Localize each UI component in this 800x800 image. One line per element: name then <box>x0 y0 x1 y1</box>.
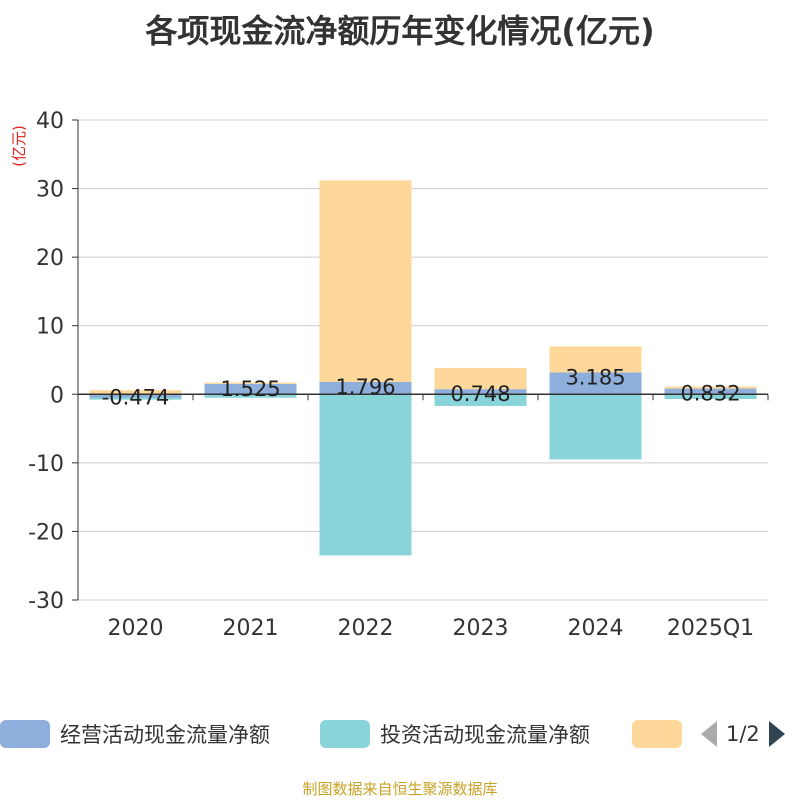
y-tick-label-5: -10 <box>28 452 64 477</box>
bar-s0-2024 <box>549 372 642 395</box>
bar-chart: 40 30 20 10 0 -10 -20 -30 (亿元) 2020 2021 2022 2023 20… <box>10 109 769 641</box>
axes: 40 30 20 10 0 -10 -20 -30 (亿元) 2020 2021 2022 2023 20… <box>10 109 769 641</box>
bar-s1-2023 <box>434 394 527 406</box>
y-tick-label-6: -20 <box>28 520 64 545</box>
legend-item-investing[interactable]: 投资活动现金流量净额 <box>320 716 590 752</box>
triangle-right-icon[interactable] <box>768 721 786 747</box>
y-tick-label-2: 20 <box>36 246 64 271</box>
x-tick-label-2021: 2021 <box>223 616 279 641</box>
legend-swatch-third <box>632 720 682 748</box>
data-labels: -0.474 1.525 1.796 0.748 3.185 0.832 <box>102 365 741 409</box>
bar-s1-2022 <box>319 394 412 556</box>
legend-page-indicator: 1/2 <box>726 722 760 746</box>
x-tick-label-2022: 2022 <box>338 616 394 641</box>
chart-title: 各项现金流净额历年变化情况(亿元) <box>145 12 655 50</box>
bar-s1-2020 <box>89 397 182 400</box>
data-label-2025Q1: 0.832 <box>680 382 740 406</box>
bar-s1-2025Q1 <box>664 394 757 400</box>
bar-s1-2021 <box>204 394 297 398</box>
data-label-2024: 3.185 <box>565 365 625 389</box>
bar-s1-2024 <box>549 394 642 460</box>
legend-item-operating[interactable]: 经营活动现金流量净额 <box>0 716 270 752</box>
bar-s0-2023 <box>434 389 527 395</box>
bar-s2-2021 <box>204 382 297 384</box>
y-tick-label-4: 0 <box>50 383 64 408</box>
data-label-2021: 1.525 <box>220 377 280 401</box>
data-label-2023: 0.748 <box>450 382 510 406</box>
bar-s2-2022 <box>319 180 412 382</box>
bar-s2-2020 <box>89 390 182 395</box>
data-label-2022: 1.796 <box>335 375 395 399</box>
triangle-left-icon[interactable] <box>700 721 718 747</box>
x-tick-label-2023: 2023 <box>453 616 509 641</box>
bar-s2-2025Q1 <box>664 386 757 389</box>
y-tick-label-1: 30 <box>36 178 64 203</box>
legend-pager: 1/2 <box>700 716 786 752</box>
bar-s2-2024 <box>549 346 642 373</box>
source-note: 制图数据来自恒生聚源数据库 <box>302 780 498 798</box>
data-label-2020: -0.474 <box>102 385 170 409</box>
y-tick-label-3: 10 <box>36 315 64 340</box>
y-axis-title: (亿元) <box>10 125 28 167</box>
y-tick-label-7: -30 <box>28 589 64 614</box>
x-tick-label-2024: 2024 <box>568 616 624 641</box>
bar-s0-2022 <box>319 381 412 395</box>
bar-s0-2021 <box>204 383 297 395</box>
x-tick-label-2025Q1: 2025Q1 <box>667 616 754 641</box>
legend-swatch-investing <box>320 720 370 748</box>
legend-label-operating: 经营活动现金流量净额 <box>60 723 270 747</box>
bar-s0-2020 <box>89 394 182 398</box>
y-tick-label-0: 40 <box>36 109 64 134</box>
legend-label-investing: 投资活动现金流量净额 <box>380 723 590 747</box>
bar-s0-2025Q1 <box>664 388 757 395</box>
legend-item-third[interactable] <box>632 716 682 752</box>
bar-s2-2023 <box>434 367 527 390</box>
grid-lines <box>78 119 768 601</box>
x-tick-label-2020: 2020 <box>108 616 164 641</box>
bars <box>89 180 757 556</box>
legend-swatch-operating <box>0 720 50 748</box>
